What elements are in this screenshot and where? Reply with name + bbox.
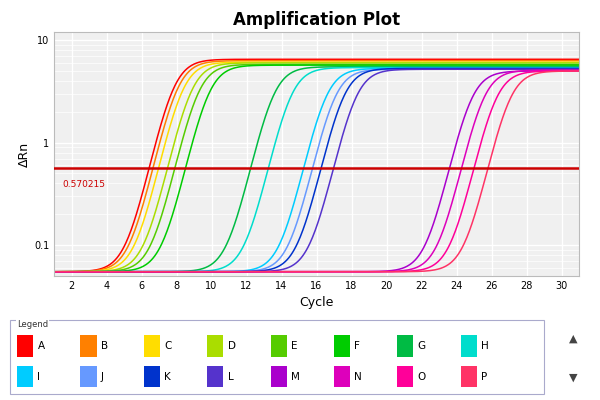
Text: M: M bbox=[291, 372, 300, 382]
Title: Amplification Plot: Amplification Plot bbox=[233, 11, 400, 29]
Text: G: G bbox=[418, 341, 426, 351]
Text: D: D bbox=[227, 341, 236, 351]
Text: K: K bbox=[164, 372, 171, 382]
Text: A: A bbox=[37, 341, 44, 351]
Text: P: P bbox=[481, 372, 487, 382]
FancyBboxPatch shape bbox=[17, 335, 33, 357]
Text: Legend: Legend bbox=[17, 320, 48, 328]
FancyBboxPatch shape bbox=[334, 366, 350, 388]
Text: 0.570215: 0.570215 bbox=[63, 180, 106, 189]
FancyBboxPatch shape bbox=[461, 366, 477, 388]
FancyBboxPatch shape bbox=[271, 335, 287, 357]
FancyBboxPatch shape bbox=[144, 335, 160, 357]
FancyBboxPatch shape bbox=[397, 335, 413, 357]
X-axis label: Cycle: Cycle bbox=[299, 296, 334, 310]
FancyBboxPatch shape bbox=[17, 366, 33, 388]
FancyBboxPatch shape bbox=[80, 366, 97, 388]
Text: B: B bbox=[101, 341, 108, 351]
FancyBboxPatch shape bbox=[397, 366, 413, 388]
FancyBboxPatch shape bbox=[334, 335, 350, 357]
FancyBboxPatch shape bbox=[207, 335, 223, 357]
Text: ▲: ▲ bbox=[569, 334, 577, 344]
Text: L: L bbox=[227, 372, 233, 382]
FancyBboxPatch shape bbox=[207, 366, 223, 388]
Text: I: I bbox=[37, 372, 40, 382]
FancyBboxPatch shape bbox=[271, 366, 287, 388]
Text: ▼: ▼ bbox=[569, 372, 577, 382]
Text: J: J bbox=[101, 372, 104, 382]
FancyBboxPatch shape bbox=[461, 335, 477, 357]
FancyBboxPatch shape bbox=[10, 320, 544, 394]
Text: E: E bbox=[291, 341, 298, 351]
Text: N: N bbox=[354, 372, 362, 382]
Text: O: O bbox=[418, 372, 426, 382]
Text: H: H bbox=[481, 341, 489, 351]
Text: F: F bbox=[354, 341, 360, 351]
Text: C: C bbox=[164, 341, 172, 351]
FancyBboxPatch shape bbox=[80, 335, 97, 357]
FancyBboxPatch shape bbox=[144, 366, 160, 388]
Y-axis label: ΔRn: ΔRn bbox=[18, 142, 31, 166]
